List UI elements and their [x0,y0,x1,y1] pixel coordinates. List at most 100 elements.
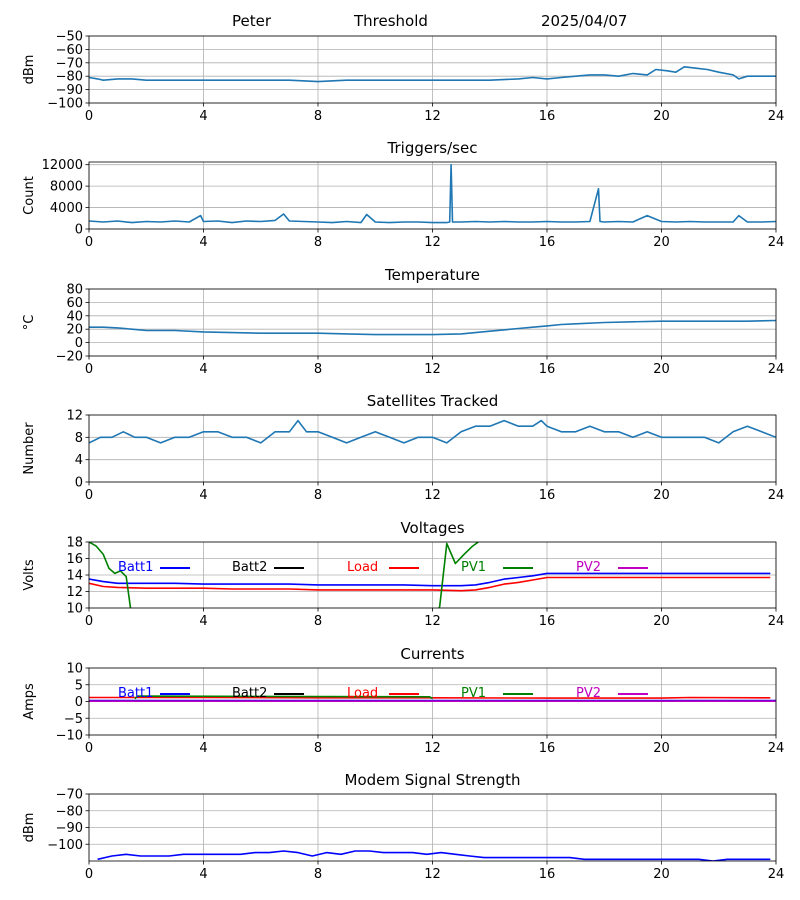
y-axis-label: Count [22,176,37,215]
legend: Batt1 Batt2 Load PV1 PV2 [118,560,648,575]
x-tick-label: 0 [85,109,93,124]
y-tick-label: 10 [66,662,83,677]
x-tick-label: 24 [768,109,785,124]
y-tick-label: −80 [56,804,83,819]
y-axis-label: dBm [22,55,37,85]
x-tick-label: 0 [85,488,93,503]
x-tick-label: 4 [199,741,207,756]
legend-label-pv2: PV2 [576,686,601,701]
header-date: 2025/04/07 [541,12,628,30]
legend-label-pv1: PV1 [461,560,486,575]
series-line [89,163,776,224]
x-tick-label: 20 [653,867,670,882]
y-tick-label: 4000 [50,201,83,216]
y-tick-label: −100 [47,97,83,112]
x-tick-label: 8 [314,614,322,629]
y-tick-label: 16 [66,552,83,567]
y-tick-label: −90 [56,83,83,98]
x-tick-label: 20 [653,488,670,503]
y-tick-label: −50 [56,30,83,45]
y-tick-label: 20 [66,323,83,338]
chart-title: Satellites Tracked [367,392,498,410]
y-tick-label: −90 [56,821,83,836]
chart-title: Modem Signal Strength [345,771,521,789]
series-line-load [89,576,771,592]
series-line [97,850,771,861]
header-station: Peter [232,12,272,30]
x-tick-label: 4 [199,488,207,503]
x-tick-label: 20 [653,235,670,250]
legend: Batt1 Batt2 Load PV1 PV2 [118,686,648,701]
x-tick-label: 8 [314,867,322,882]
x-tick-label: 20 [653,614,670,629]
y-tick-label: −10 [56,729,83,744]
y-tick-label: 8 [75,431,83,446]
y-axis-label: Volts [22,559,37,591]
x-tick-label: 8 [314,741,322,756]
x-tick-label: 20 [653,362,670,377]
header-mode: Threshold [354,12,428,30]
chart-title: Temperature [384,266,480,284]
x-tick-label: 8 [314,235,322,250]
series-line [89,66,776,83]
series-line-load [89,696,771,699]
y-tick-label: 0 [75,476,83,491]
y-tick-label: 5 [75,678,83,693]
legend-label-batt1: Batt1 [118,686,153,701]
x-tick-label: 4 [199,867,207,882]
y-tick-label: 12000 [42,158,83,173]
y-tick-label: 60 [66,296,83,311]
x-tick-label: 8 [314,488,322,503]
x-tick-label: 12 [424,235,441,250]
x-tick-label: 8 [314,362,322,377]
y-axis-label: Amps [22,683,37,720]
chart-title: Triggers/sec [387,139,478,157]
legend-label-batt2: Batt2 [232,560,267,575]
x-tick-label: 16 [539,362,556,377]
legend-label-load: Load [347,560,378,575]
x-tick-label: 16 [539,741,556,756]
x-tick-label: 12 [424,488,441,503]
chart-title: Currents [400,645,464,663]
x-tick-label: 20 [653,741,670,756]
legend-label-pv1: PV1 [461,686,486,701]
y-tick-label: −80 [56,70,83,85]
y-axis-label: Number [22,422,37,475]
x-tick-label: 24 [768,614,785,629]
x-tick-label: 0 [85,741,93,756]
x-tick-label: 0 [85,614,93,629]
series-line-pv1 [89,542,479,608]
chart-panel-1: 0 4 8 12 16 20 24 −100−90−80−70−60−50 dBm [22,30,784,125]
x-tick-label: 12 [424,741,441,756]
y-tick-label: −70 [56,56,83,71]
y-tick-label: 0 [75,223,83,238]
y-tick-label: −100 [47,838,83,853]
x-tick-label: 4 [199,362,207,377]
y-tick-label: 8000 [50,180,83,195]
y-axis-label: dBm [22,813,37,843]
x-tick-label: 0 [85,867,93,882]
y-tick-label: −20 [56,350,83,365]
chart-panel-4: 0 4 8 12 16 20 24 0 4 8 12 Number Satellites Tracked [22,392,784,503]
legend-label-load: Load [347,686,378,701]
x-tick-label: 12 [424,867,441,882]
legend-label-batt1: Batt1 [118,560,153,575]
x-tick-label: 12 [424,362,441,377]
y-tick-label: 14 [66,569,83,584]
x-tick-label: 24 [768,235,785,250]
y-tick-label: −70 [56,788,83,803]
legend-label-batt2: Batt2 [232,686,267,701]
chart-panel-2: 0 4 8 12 16 20 24 0 4000 8000 12000 Count Triggers/s… [22,139,784,250]
x-tick-label: 4 [199,109,207,124]
x-tick-label: 0 [85,235,93,250]
legend-label-pv2: PV2 [576,560,601,575]
y-tick-label: 4 [75,453,83,468]
y-tick-label: −60 [56,43,83,58]
series-line-pv1 [134,695,433,700]
x-tick-label: 16 [539,867,556,882]
chart-title: Voltages [400,519,464,537]
